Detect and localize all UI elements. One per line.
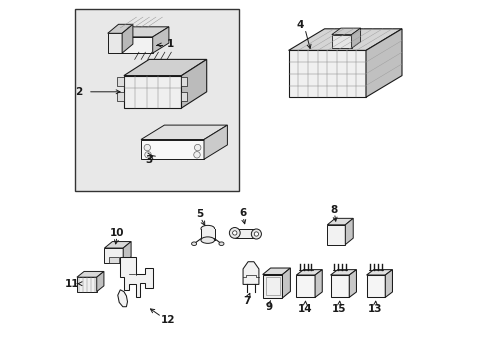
Bar	[75, 9, 239, 191]
Ellipse shape	[201, 237, 214, 243]
Bar	[108, 257, 119, 263]
Text: 15: 15	[331, 303, 346, 314]
Polygon shape	[330, 275, 348, 297]
Polygon shape	[120, 257, 152, 297]
Polygon shape	[181, 59, 206, 108]
Ellipse shape	[191, 242, 196, 246]
Circle shape	[254, 232, 258, 236]
Text: 2: 2	[75, 87, 82, 97]
Polygon shape	[385, 270, 392, 297]
Polygon shape	[117, 27, 168, 37]
Polygon shape	[288, 29, 401, 50]
Text: 14: 14	[297, 303, 312, 314]
Text: 9: 9	[264, 302, 272, 312]
Bar	[181, 92, 186, 101]
Polygon shape	[331, 35, 351, 48]
Polygon shape	[296, 270, 322, 275]
Bar	[201, 229, 214, 240]
Polygon shape	[326, 225, 345, 245]
Polygon shape	[77, 271, 104, 277]
Polygon shape	[107, 24, 133, 33]
Bar	[117, 77, 123, 86]
Polygon shape	[282, 268, 290, 298]
Polygon shape	[107, 33, 122, 53]
Polygon shape	[117, 37, 152, 53]
Polygon shape	[330, 270, 356, 275]
Polygon shape	[262, 268, 290, 274]
Polygon shape	[123, 59, 206, 76]
Text: 4: 4	[296, 20, 304, 30]
Circle shape	[229, 228, 240, 238]
Polygon shape	[366, 270, 392, 275]
Text: 5: 5	[196, 209, 203, 219]
Polygon shape	[262, 274, 282, 298]
Polygon shape	[104, 248, 123, 263]
Polygon shape	[152, 27, 168, 53]
Text: 3: 3	[145, 155, 152, 165]
Text: 7: 7	[243, 296, 250, 306]
Polygon shape	[141, 140, 203, 159]
Polygon shape	[122, 24, 133, 53]
Bar	[265, 277, 279, 295]
Polygon shape	[365, 29, 401, 97]
Polygon shape	[123, 76, 181, 108]
Text: 8: 8	[329, 204, 337, 215]
Polygon shape	[203, 125, 227, 159]
Bar	[181, 77, 186, 86]
Polygon shape	[123, 242, 131, 263]
Polygon shape	[97, 271, 104, 292]
Polygon shape	[243, 262, 258, 284]
Circle shape	[193, 152, 200, 158]
Text: 13: 13	[367, 303, 382, 314]
Text: 10: 10	[110, 228, 124, 238]
Ellipse shape	[201, 225, 214, 232]
Polygon shape	[296, 275, 314, 297]
Polygon shape	[326, 218, 352, 225]
Polygon shape	[314, 270, 322, 297]
Polygon shape	[348, 270, 356, 297]
Circle shape	[194, 144, 201, 151]
Text: 1: 1	[167, 39, 174, 49]
Circle shape	[144, 144, 150, 151]
Polygon shape	[331, 28, 360, 35]
Polygon shape	[234, 229, 256, 238]
Text: 6: 6	[239, 208, 246, 218]
Polygon shape	[288, 50, 365, 97]
Text: 11: 11	[65, 279, 80, 289]
Bar	[117, 92, 123, 101]
Polygon shape	[366, 275, 385, 297]
Polygon shape	[351, 28, 360, 48]
Ellipse shape	[219, 242, 224, 246]
Circle shape	[144, 152, 151, 158]
Polygon shape	[118, 290, 127, 307]
Circle shape	[251, 229, 261, 239]
Polygon shape	[104, 242, 131, 248]
Polygon shape	[77, 277, 97, 292]
Circle shape	[232, 231, 237, 235]
Polygon shape	[345, 218, 352, 245]
Text: 12: 12	[161, 315, 175, 325]
Polygon shape	[141, 125, 227, 140]
